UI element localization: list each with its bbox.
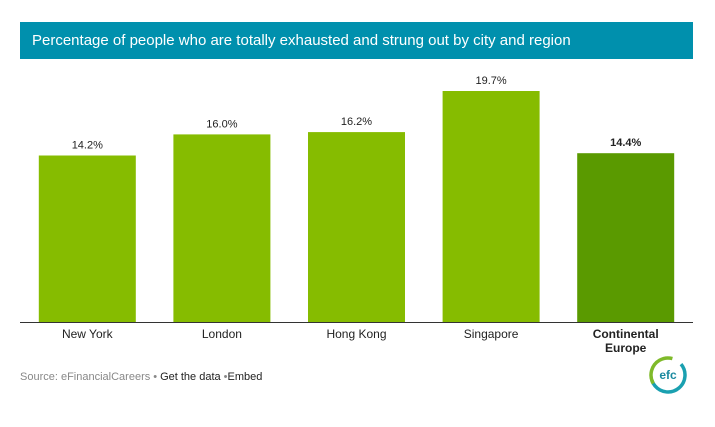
separator-dot: •: [153, 371, 158, 383]
bar-london: [173, 134, 271, 322]
bar-hong-kong: [308, 132, 405, 322]
value-label: 14.2%: [72, 140, 103, 152]
get-data-link[interactable]: Get the data: [160, 371, 221, 383]
category-label: Hong Kong: [326, 327, 386, 341]
value-label: 19.7%: [475, 75, 506, 87]
logo-center: [655, 362, 681, 388]
value-label: 16.2%: [341, 116, 372, 128]
embed-link[interactable]: Embed: [227, 371, 263, 383]
bar-singapore: [442, 91, 540, 322]
category-label: Singapore: [464, 327, 519, 341]
bar-continental-europe: [577, 153, 675, 322]
value-label: 16.0%: [206, 118, 237, 130]
chart-footer: Source: eFinancialCareers • Get the data •E…: [20, 371, 262, 383]
category-label: New York: [62, 327, 114, 341]
logo-ring-teal: [649, 356, 687, 394]
efc-logo: efc: [649, 356, 687, 394]
value-label: 14.4%: [610, 137, 641, 149]
category-label: Continental Europe: [593, 327, 659, 355]
separator-dot: •: [223, 371, 228, 383]
category-label: London: [202, 327, 242, 341]
chart-title: Percentage of people who are totally exh…: [32, 32, 571, 49]
bar-new-york: [38, 155, 136, 322]
source-text: Source: eFinancialCareers: [20, 371, 151, 383]
chart-title-bar: Percentage of people who are totally exh…: [20, 22, 693, 59]
logo-text: efc: [659, 368, 677, 382]
